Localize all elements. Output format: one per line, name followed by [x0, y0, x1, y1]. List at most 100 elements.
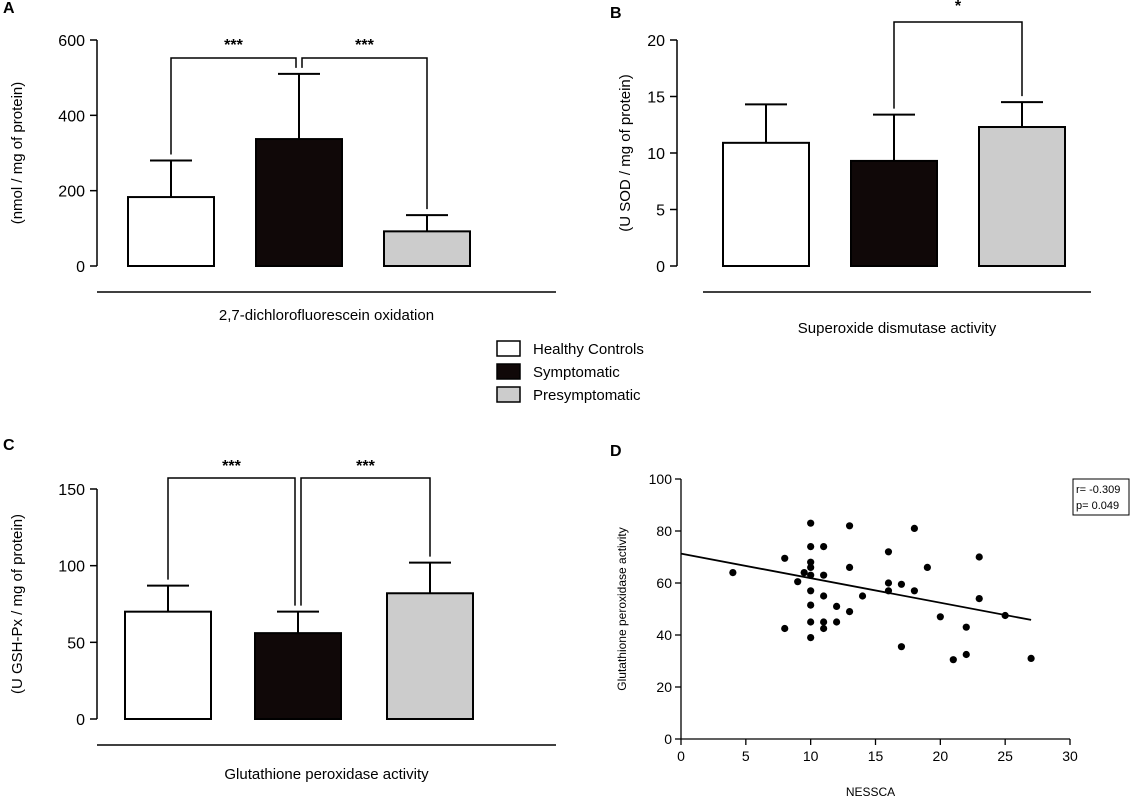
legend-swatch-presymptomatic: [496, 386, 521, 403]
scatter-point-d: [1001, 611, 1009, 620]
scatter-point-d: [820, 618, 828, 626]
scatter-point-d: [781, 554, 789, 562]
scatter-point-d: [1027, 654, 1035, 663]
scatter-point-d: [910, 587, 919, 595]
scatter-point-d: [897, 580, 906, 588]
significance-label-a: ***: [224, 37, 243, 54]
significance-label-b: *: [955, 0, 962, 15]
scatter-point-d: [807, 587, 815, 595]
legend-label-healthy-controls: Healthy Controls: [533, 341, 644, 358]
legend-label-presymptomatic: Presymptomatic: [533, 387, 641, 404]
scatter-point-d: [845, 608, 854, 616]
scatter-point-d: [820, 624, 828, 633]
panel-label-a: A: [3, 0, 15, 17]
scatter-point-d: [807, 634, 815, 642]
panel-c: C 0 50 100 150 (U GSH-Px / mg of protein) *** *…: [3, 437, 556, 783]
legend-swatch-healthy-controls: [496, 340, 521, 357]
bar-c-healthy-controls: [124, 610, 212, 721]
y-axis-label-a: (nmol / mg of protein): [9, 82, 26, 225]
y-tick-label-a: 200: [58, 184, 85, 201]
y-tick-label-c: 50: [67, 635, 85, 652]
stats-box-d: [1072, 478, 1130, 516]
scatter-point-d: [800, 569, 808, 577]
stat-p-d: p= 0.049: [1076, 500, 1119, 512]
scatter-point-d: [962, 650, 970, 659]
significance-label-c: ***: [356, 458, 375, 475]
y-tick-label-c: 0: [76, 712, 85, 729]
x-axis-label-c: Glutathione peroxidase activity: [224, 766, 429, 783]
y-tick-label-b: 5: [656, 203, 665, 220]
x-tick-label-d: 5: [742, 748, 750, 764]
x-tick-label-d: 25: [997, 748, 1013, 764]
scatter-point-d: [820, 543, 828, 551]
panel-label-b: B: [610, 5, 622, 22]
y-tick-label-d: 60: [656, 575, 672, 591]
significance-bracket-a: [170, 57, 297, 155]
scatter-point-d: [729, 569, 737, 577]
x-axis-label-a: 2,7-dichlorofluorescein oxidation: [219, 307, 434, 324]
legend: Healthy Controls Symptomatic Presymptoma…: [496, 340, 644, 404]
panel-d: D 0 20 40 60 80 100 0 5 10 15 20 25 30 NESSCA Glutathio…: [610, 443, 1130, 799]
scatter-point-d: [923, 563, 931, 572]
scatter-point-d: [975, 553, 983, 561]
y-tick-label-d: 0: [664, 731, 672, 747]
x-axis-label-b: Superoxide dismutase activity: [798, 320, 997, 337]
significance-bracket-a: [301, 57, 428, 210]
bar-c-presymptomatic: [386, 592, 474, 720]
y-tick-label-d: 100: [649, 471, 673, 487]
significance-bracket-b: [893, 21, 1023, 109]
y-tick-label-b: 0: [656, 259, 665, 276]
bar-b-presymptomatic: [978, 126, 1066, 268]
bar-b-symptomatic: [850, 159, 938, 267]
y-tick-label-a: 600: [58, 33, 85, 50]
y-tick-label-c: 150: [58, 482, 85, 499]
scatter-point-d: [807, 543, 815, 551]
scatter-point-d: [807, 563, 815, 572]
x-tick-label-d: 15: [868, 748, 884, 764]
scatter-point-d: [781, 624, 789, 633]
significance-bracket-c: [167, 477, 296, 606]
scatter-point-d: [807, 571, 815, 579]
x-tick-label-d: 30: [1062, 748, 1078, 764]
significance-bracket-c: [300, 477, 431, 606]
scatter-point-d: [936, 613, 944, 621]
legend-swatch-symptomatic: [496, 363, 521, 380]
bar-a-healthy-controls: [127, 196, 215, 268]
y-tick-label-b: 15: [647, 90, 665, 107]
y-tick-label-b: 20: [647, 33, 665, 50]
scatter-point-d: [807, 601, 815, 609]
scatter-point-d: [884, 587, 893, 595]
scatter-point-d: [845, 522, 854, 530]
scatter-point-d: [807, 519, 815, 527]
legend-label-symptomatic: Symptomatic: [533, 364, 620, 381]
scatter-point-d: [807, 618, 815, 626]
x-tick-label-d: 0: [677, 748, 685, 764]
scatter-point-d: [949, 656, 957, 664]
scatter-point-d: [884, 548, 893, 556]
scatter-point-d: [962, 623, 970, 631]
bar-a-symptomatic: [255, 138, 343, 268]
panel-b: B 0 5 10 15 20 (U SOD / mg of protein) * Superox…: [610, 0, 1091, 337]
significance-label-c: ***: [222, 458, 241, 475]
bar-a-presymptomatic: [383, 230, 471, 267]
scatter-point-d: [975, 595, 983, 603]
y-axis-label-c: (U GSH-Px / mg of protein): [9, 514, 26, 694]
y-tick-label-a: 0: [76, 259, 85, 276]
y-tick-label-a: 400: [58, 108, 85, 125]
panel-label-c: C: [3, 437, 15, 454]
scatter-point-d: [910, 524, 919, 533]
scatter-point-d: [884, 579, 893, 587]
scatter-point-d: [897, 643, 906, 651]
y-tick-label-d: 40: [656, 627, 672, 643]
y-tick-label-d: 20: [656, 679, 672, 695]
bar-b-healthy-controls: [722, 141, 810, 267]
scatter-point-d: [820, 571, 828, 579]
y-axis-label-b: (U SOD / mg of protein): [617, 74, 634, 232]
y-tick-label-b: 10: [647, 146, 665, 163]
scatter-point-d: [858, 592, 867, 600]
regression-line-d: [680, 552, 1032, 621]
x-axis-label-d: NESSCA: [846, 785, 895, 799]
scatter-point-d: [820, 592, 828, 600]
scatter-point-d: [845, 563, 854, 572]
